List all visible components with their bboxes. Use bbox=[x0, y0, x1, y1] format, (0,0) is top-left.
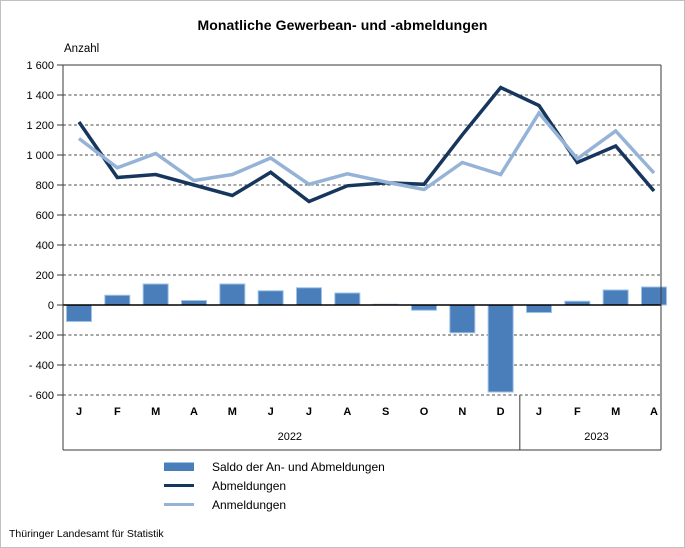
year-labels: 2022 2023 bbox=[278, 431, 609, 443]
axis-frame bbox=[62, 65, 662, 451]
svg-text:- 400: - 400 bbox=[29, 360, 54, 372]
svg-text:0: 0 bbox=[48, 300, 54, 312]
anmeldungen-line-group bbox=[77, 110, 656, 192]
svg-text:600: 600 bbox=[36, 210, 54, 222]
svg-text:- 200: - 200 bbox=[29, 330, 54, 342]
svg-text:800: 800 bbox=[36, 180, 54, 192]
legend-label-abmeldungen: Abmeldungen bbox=[212, 478, 287, 493]
svg-text:400: 400 bbox=[36, 240, 54, 252]
svg-text:M: M bbox=[151, 406, 160, 418]
svg-text:1 200: 1 200 bbox=[26, 120, 54, 132]
footer-source: Thüringer Landesamt für Statistik bbox=[9, 528, 164, 540]
saldo-bar bbox=[602, 289, 629, 306]
saldo-bar bbox=[449, 304, 476, 334]
svg-text:1 000: 1 000 bbox=[26, 150, 54, 162]
svg-text:J: J bbox=[268, 406, 274, 418]
saldo-bar bbox=[66, 304, 92, 322]
saldo-bar bbox=[104, 294, 131, 306]
svg-text:M: M bbox=[611, 406, 620, 418]
saldo-bar bbox=[487, 304, 514, 393]
saldo-bar bbox=[219, 283, 246, 306]
legend-label-anmeldungen: Anmeldungen bbox=[212, 497, 287, 512]
legend-label-saldo: Saldo der An- und Abmeldungen bbox=[212, 459, 385, 474]
svg-text:- 600: - 600 bbox=[29, 390, 54, 402]
abmeldungen-line bbox=[77, 85, 656, 204]
svg-text:1 400: 1 400 bbox=[26, 90, 54, 102]
chart-title: Monatliche Gewerbean- und -abmeldungen bbox=[197, 17, 488, 33]
anmeldungen-line bbox=[77, 110, 656, 192]
legend-item-saldo: Saldo der An- und Abmeldungen bbox=[164, 459, 385, 474]
svg-text:2022: 2022 bbox=[278, 431, 302, 443]
svg-text:F: F bbox=[114, 406, 121, 418]
svg-text:O: O bbox=[420, 406, 429, 418]
svg-text:A: A bbox=[650, 406, 658, 418]
y-tick-labels: 1 600 1 400 1 200 1 000 800 600 400 200 0 - 200 - … bbox=[26, 60, 54, 402]
svg-text:200: 200 bbox=[36, 270, 54, 282]
svg-text:1 600: 1 600 bbox=[26, 60, 54, 72]
svg-text:J: J bbox=[306, 406, 312, 418]
legend-item-anmeldungen: Anmeldungen bbox=[164, 497, 385, 512]
abmeldungen-line-group bbox=[77, 85, 656, 204]
legend-item-abmeldungen: Abmeldungen bbox=[164, 478, 385, 493]
svg-text:F: F bbox=[574, 406, 581, 418]
saldo-bar bbox=[525, 304, 552, 313]
abmeldungen-line-swatch-icon bbox=[164, 484, 194, 487]
svg-text:A: A bbox=[190, 406, 198, 418]
svg-text:M: M bbox=[228, 406, 237, 418]
saldo-bar bbox=[142, 283, 169, 306]
saldo-bar bbox=[295, 287, 322, 306]
saldo-bar bbox=[640, 286, 667, 306]
svg-text:D: D bbox=[497, 406, 505, 418]
saldo-bar-swatch-icon bbox=[164, 462, 194, 471]
anmeldungen-line-swatch-icon bbox=[164, 503, 194, 506]
svg-text:J: J bbox=[76, 406, 82, 418]
y-axis-unit-label: Anzahl bbox=[64, 43, 100, 55]
legend: Saldo der An- und Abmeldungen Abmeldunge… bbox=[164, 459, 385, 512]
svg-text:N: N bbox=[458, 406, 466, 418]
svg-text:J: J bbox=[536, 406, 542, 418]
saldo-bar bbox=[410, 304, 437, 311]
saldo-bars bbox=[66, 283, 667, 393]
y-gridlines bbox=[63, 64, 661, 396]
svg-text:A: A bbox=[343, 406, 351, 418]
svg-text:S: S bbox=[382, 406, 389, 418]
y-axis-ticks bbox=[57, 64, 63, 396]
saldo-bar bbox=[257, 290, 284, 306]
svg-text:2023: 2023 bbox=[584, 431, 608, 443]
saldo-bar bbox=[334, 292, 361, 306]
